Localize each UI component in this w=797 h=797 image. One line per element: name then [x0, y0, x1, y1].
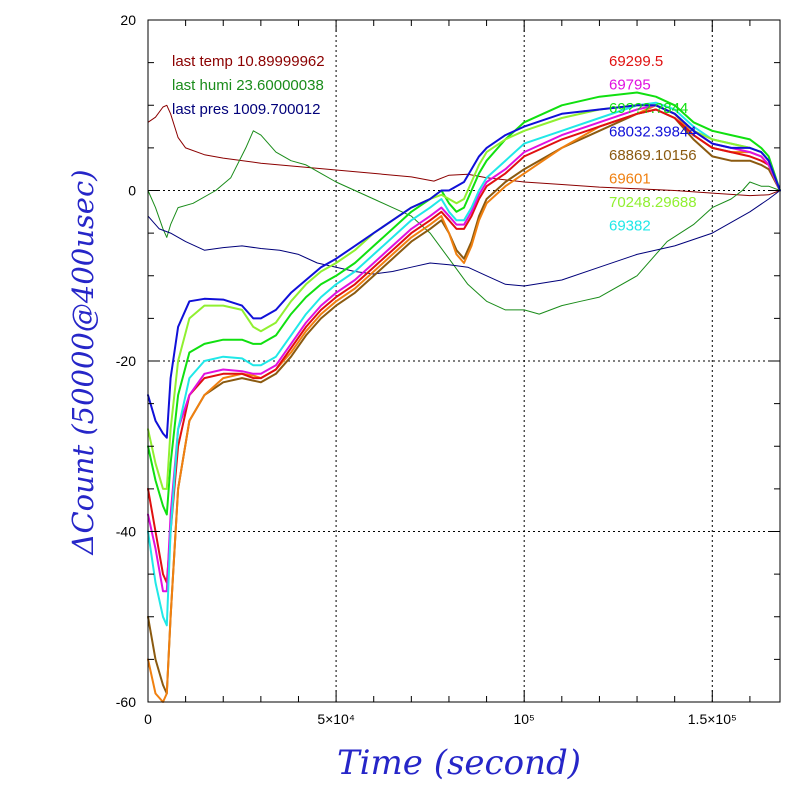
x-axis-label: Time (second) [337, 743, 581, 783]
legend-entry-right: 69???.?844 [609, 100, 688, 117]
y-tick-label: -20 [116, 353, 136, 369]
legend-entry-left: last humi 23.60000038 [172, 77, 324, 94]
y-tick-label: -60 [116, 694, 136, 710]
series-lines [148, 93, 780, 703]
legend-entry-right: 68869.10156 [609, 147, 697, 164]
y-axis-label: ΔCount (50000@400usec) [66, 169, 100, 555]
x-tick-label: 0 [144, 711, 152, 727]
tick-labels: 20 0 -20 -40 -60 0 5×10⁴ 10⁵ 1.5×10⁵ [116, 12, 737, 727]
legend-entry-right: 69795 [609, 77, 651, 94]
y-tick-label: 20 [120, 12, 136, 28]
legend: last temp 10.89999962 last humi 23.600000… [172, 53, 697, 235]
x-tick-label: 5×10⁴ [317, 711, 355, 727]
y-tick-label: -40 [116, 524, 136, 540]
series-line-6 [148, 105, 780, 591]
legend-entry-right: 69299.5 [609, 53, 663, 70]
x-tick-label: 1.5×10⁵ [688, 711, 737, 727]
legend-entry-right: 70248.29688 [609, 194, 697, 211]
legend-entry-left: last temp 10.89999962 [172, 53, 325, 70]
legend-entry-right: 68032.39844 [609, 124, 697, 141]
legend-entry-right: 69382 [609, 218, 651, 235]
x-tick-label: 10⁵ [513, 711, 534, 727]
y-tick-label: 0 [128, 183, 136, 199]
legend-entry-left: last pres 1009.700012 [172, 101, 320, 118]
legend-entry-right: 69601 [609, 171, 651, 188]
